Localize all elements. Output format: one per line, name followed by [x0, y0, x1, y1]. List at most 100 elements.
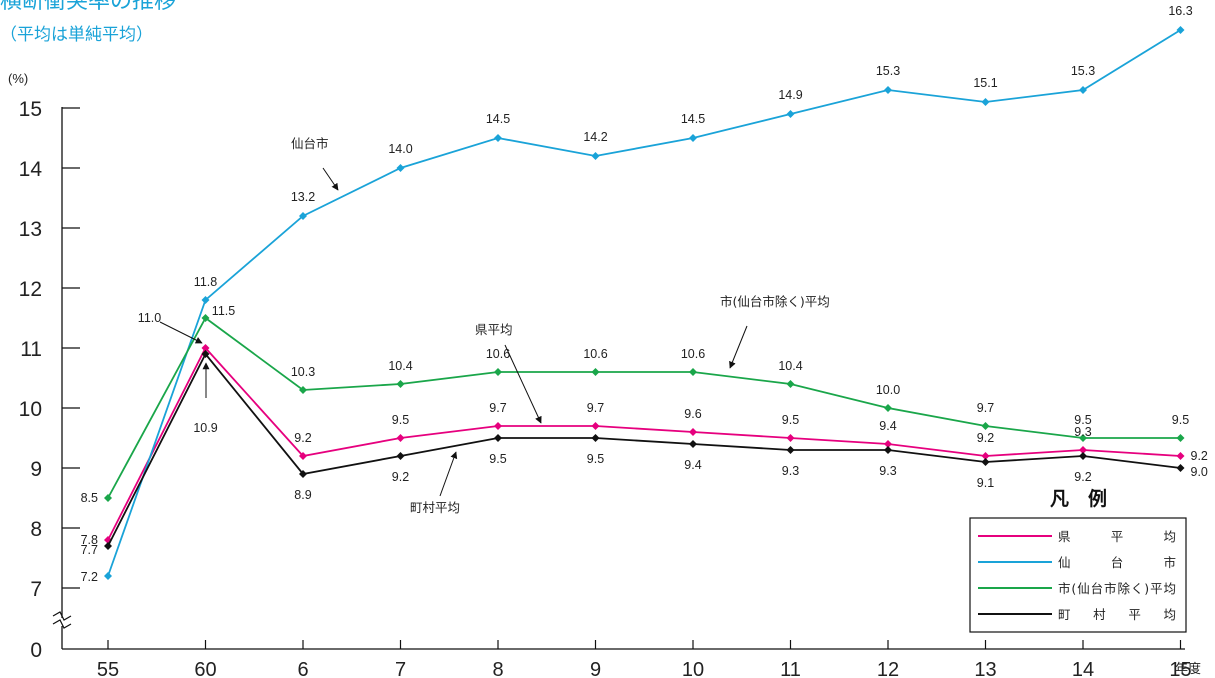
axis-break-icon — [52, 611, 72, 629]
data-point-shi — [1176, 434, 1185, 442]
data-label-ken: 9.2 — [294, 431, 311, 445]
data-point-shi — [884, 404, 892, 412]
data-label-sendai: 15.1 — [973, 76, 997, 90]
x-tick-label: 7 — [395, 659, 406, 678]
data-point-choson — [1176, 464, 1185, 472]
data-point-choson — [689, 440, 697, 448]
x-tick-label: 8 — [492, 659, 503, 678]
data-label-shi: 10.6 — [486, 347, 510, 361]
y-tick-label: 13 — [19, 218, 42, 241]
data-point-shi — [591, 368, 600, 376]
data-label-sendai: 14.5 — [681, 112, 705, 126]
data-point-sendai — [689, 134, 697, 142]
annotation-arrow-ken — [504, 344, 542, 424]
data-label-shi: 9.7 — [977, 401, 994, 415]
data-label-choson: 9.0 — [1191, 465, 1208, 479]
data-label-choson: 9.3 — [782, 464, 799, 478]
data-point-sendai — [299, 212, 307, 220]
data-label-choson: 8.9 — [294, 488, 311, 502]
x-tick-label: 15 — [1169, 659, 1191, 678]
data-point-shi — [494, 368, 502, 376]
data-point-ken — [786, 434, 795, 442]
x-tick-label: 60 — [194, 659, 216, 678]
data-point-shi — [396, 380, 405, 388]
x-tick-label: 10 — [682, 659, 704, 678]
data-labels: 7.2 11.8 13.2 14.0 14.5 14.2 14.5 14.9 15.3 15.1 1… — [81, 4, 1208, 584]
data-label-shi: 10.0 — [876, 383, 900, 397]
series-line-ken — [107, 346, 1181, 541]
data-point-choson — [201, 350, 210, 358]
data-point-sendai — [1079, 86, 1087, 94]
data-label-choson: 9.2 — [1074, 470, 1091, 484]
data-label-choson: 10.9 — [193, 421, 217, 435]
y-tick-label: 0 — [30, 639, 42, 662]
data-point-ken — [591, 422, 600, 430]
chart-title: 横断衝突率の推移 — [0, 0, 176, 14]
data-label-choson: 9.1 — [977, 476, 994, 490]
x-tick-label: 6 — [297, 659, 308, 678]
data-point-ken — [494, 422, 502, 430]
data-label-sendai: 13.2 — [291, 190, 315, 204]
data-point-sendai — [591, 152, 600, 160]
x-unit-label: 年度 — [1175, 661, 1201, 676]
y-tick-label: 7 — [30, 578, 42, 601]
data-point-ken — [884, 440, 892, 448]
data-point-shi — [981, 422, 990, 430]
x-tick-label: 14 — [1072, 659, 1094, 678]
annotation-ken: 県平均 — [475, 322, 513, 337]
data-point-choson — [591, 434, 600, 442]
x-tick-label: 12 — [877, 659, 899, 678]
legend-label-sendai: 仙 台 市 — [1058, 555, 1176, 570]
annotation-shi: 市(仙台市除く)平均 — [720, 294, 830, 309]
data-point-ken — [396, 434, 405, 442]
data-point-sendai — [1176, 26, 1185, 34]
y-unit-label: (%) — [8, 71, 28, 86]
data-label-choson: 9.5 — [587, 452, 604, 466]
data-point-ken — [1079, 446, 1087, 454]
y-tick-label: 9 — [30, 458, 42, 481]
data-label-sendai: 15.3 — [876, 64, 900, 78]
data-point-choson — [981, 458, 990, 466]
data-label-shi: 9.5 — [1074, 413, 1091, 427]
data-label-sendai: 15.3 — [1071, 64, 1095, 78]
legend-label-shi: 市(仙台市除く)平均 — [1058, 581, 1176, 596]
data-label-shi: 11.5 — [212, 304, 235, 318]
data-label-sendai: 11.8 — [194, 275, 217, 289]
data-label-sendai: 7.2 — [81, 570, 98, 584]
legend: 凡 例 県 平 均仙 台 市市(仙台市除く)平均町 村 平 均 — [969, 487, 1187, 633]
data-label-ken: 9.3 — [1074, 425, 1091, 439]
annotation-arrow-shi — [729, 325, 748, 369]
series-sendai — [104, 26, 1185, 580]
data-point-choson — [494, 434, 502, 442]
y-tick-label: 14 — [19, 158, 43, 181]
data-label-ken: 9.2 — [1191, 449, 1208, 463]
legend-label-ken: 県 平 均 — [1058, 529, 1176, 544]
data-label-ken: 9.7 — [587, 401, 604, 415]
data-point-ken — [689, 428, 697, 436]
data-point-choson — [396, 452, 405, 460]
data-label-shi: 10.4 — [778, 359, 802, 373]
data-point-shi — [786, 380, 795, 388]
legend-items: 県 平 均仙 台 市市(仙台市除く)平均町 村 平 均 — [978, 529, 1176, 622]
data-label-choson: 9.5 — [489, 452, 506, 466]
data-label-ken: 9.4 — [879, 419, 896, 433]
data-point-sendai — [981, 98, 990, 106]
data-label-choson: 9.3 — [879, 464, 896, 478]
series-ken — [104, 344, 1185, 544]
legend-title: 凡 例 — [1050, 487, 1107, 510]
data-label-ken: 9.5 — [392, 413, 409, 427]
x-ticks: 55 60 6 7 8 9 10 11 12 13 14 15 — [97, 640, 1192, 678]
series-line-sendai — [107, 29, 1181, 577]
data-label-shi: 10.6 — [681, 347, 705, 361]
data-point-choson — [1079, 452, 1087, 460]
x-tick-label: 55 — [97, 659, 119, 678]
annotations: 仙台市 市(仙台市除く)平均 県平均 町村平均 — [159, 136, 830, 515]
y-tick-label: 12 — [19, 278, 42, 301]
data-point-choson — [104, 542, 112, 550]
data-label-ken: 9.7 — [489, 401, 506, 415]
x-tick-label: 9 — [590, 659, 601, 678]
series-choson — [104, 350, 1185, 550]
annotation-arrow-60-upper — [159, 321, 203, 344]
data-point-choson — [786, 446, 795, 454]
